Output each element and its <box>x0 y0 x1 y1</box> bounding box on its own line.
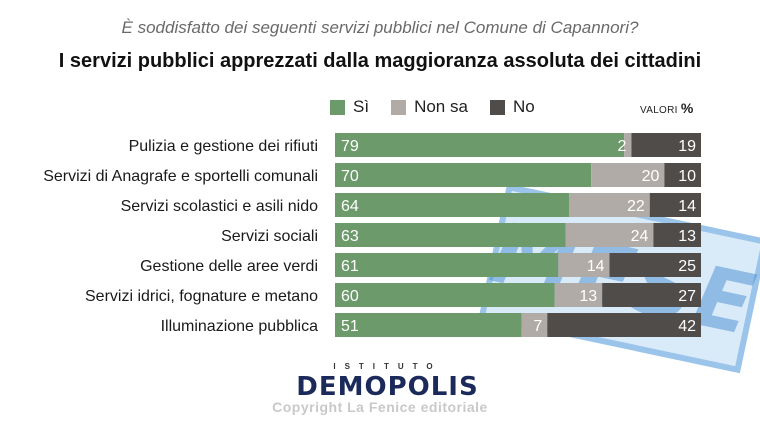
data-label-si-3: 64 <box>341 198 359 215</box>
bar-non-sa-5 <box>558 253 610 277</box>
logo-demopolis: DEMOPOLIS <box>296 372 479 402</box>
chart-subtitle: È soddisfatto dei seguenti servizi pubbl… <box>121 18 639 37</box>
logo-istituto: ISTITUTO <box>333 362 442 371</box>
legend-item-no: No <box>489 97 535 117</box>
bar-non-sa-6 <box>554 283 603 307</box>
bar-non-sa-4 <box>565 223 654 247</box>
legend-label-non-sa: Non sa <box>414 97 468 116</box>
bar-non-sa-1 <box>624 133 632 157</box>
data-label-si-2: 70 <box>341 168 359 185</box>
bar-no-5 <box>609 253 701 277</box>
legend-swatch-si <box>330 99 345 115</box>
data-label-no-7: 42 <box>678 318 696 335</box>
category-label-2: Servizi di Anagrafe e sportelli comunali <box>43 168 318 185</box>
data-label-no-4: 13 <box>678 228 696 245</box>
category-label-4: Servizi sociali <box>221 228 318 245</box>
bar-non-sa-3 <box>569 193 650 217</box>
data-label-non-sa-1: 2 <box>618 138 627 155</box>
bar-no-1 <box>631 133 701 157</box>
legend-swatch-no <box>489 99 505 115</box>
chart-legend: Sì Non sa No <box>330 97 557 117</box>
bar-si-5 <box>335 253 559 277</box>
category-label-7: Illuminazione pubblica <box>161 318 319 335</box>
copyright-text: Copyright La Fenice editoriale <box>272 399 488 415</box>
data-label-si-7: 51 <box>341 318 359 335</box>
data-label-no-1: 19 <box>678 138 696 155</box>
data-label-si-5: 61 <box>341 258 359 275</box>
category-label-5: Gestione delle aree verdi <box>140 258 318 275</box>
data-label-no-2: 10 <box>678 168 696 185</box>
data-label-non-sa-5: 14 <box>587 258 605 275</box>
data-label-no-3: 14 <box>678 198 696 215</box>
bar-si-3 <box>335 193 570 217</box>
unit-label-text: VALORI <box>640 105 678 116</box>
data-label-si-1: 79 <box>341 138 359 155</box>
bar-no-2 <box>664 163 701 187</box>
data-label-non-sa-3: 22 <box>627 198 645 215</box>
bar-si-1 <box>335 133 625 157</box>
legend-item-non-sa: Non sa <box>391 97 468 117</box>
data-label-non-sa-6: 13 <box>579 288 597 305</box>
data-label-non-sa-7: 7 <box>533 318 542 335</box>
bar-non-sa-2 <box>591 163 665 187</box>
legend-swatch-non-sa <box>391 99 407 115</box>
category-label-3: Servizi scolastici e asili nido <box>121 198 319 215</box>
legend-label-si: Sì <box>353 97 370 116</box>
unit-label: VALORI % <box>640 100 694 116</box>
data-label-si-4: 63 <box>341 228 359 245</box>
bar-no-7 <box>547 313 701 337</box>
bar-si-2 <box>335 163 592 187</box>
bar-no-3 <box>649 193 701 217</box>
data-label-si-6: 60 <box>341 288 359 305</box>
bar-si-6 <box>335 283 555 307</box>
legend-label-no: No <box>512 97 535 116</box>
bar-no-6 <box>602 283 701 307</box>
legend-item-si: Sì <box>330 97 369 117</box>
data-label-non-sa-4: 24 <box>631 228 649 245</box>
unit-symbol: % <box>680 100 694 116</box>
bar-si-4 <box>335 223 566 247</box>
data-label-no-5: 25 <box>678 258 696 275</box>
category-label-1: Pulizia e gestione dei rifiuti <box>129 138 318 155</box>
bar-non-sa-7 <box>521 313 548 337</box>
chart-title: I servizi pubblici apprezzati dalla magg… <box>58 50 702 72</box>
bar-no-4 <box>653 223 701 247</box>
data-label-non-sa-2: 20 <box>642 168 660 185</box>
category-label-6: Servizi idrici, fognature e metano <box>85 288 318 305</box>
bar-si-7 <box>335 313 522 337</box>
data-label-no-6: 27 <box>678 288 696 305</box>
